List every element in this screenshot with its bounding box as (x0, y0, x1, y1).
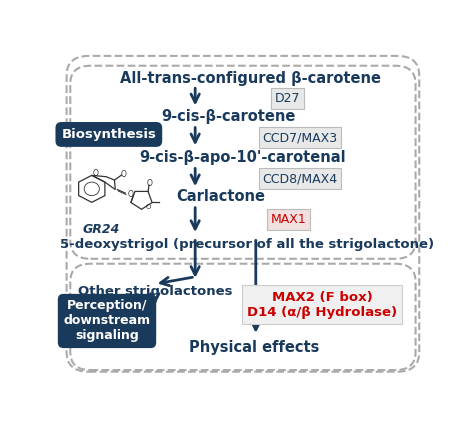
Text: O: O (120, 170, 126, 178)
Text: CCD8/MAX4: CCD8/MAX4 (262, 172, 337, 185)
Text: 5-deoxystrigol (precursor of all the strigolactone): 5-deoxystrigol (precursor of all the str… (60, 238, 434, 251)
Text: Other strigolactones: Other strigolactones (78, 285, 232, 298)
Text: MAX1: MAX1 (271, 213, 307, 226)
Text: O: O (147, 179, 153, 188)
Text: Perception/
downstream
signaling: Perception/ downstream signaling (64, 300, 151, 343)
Text: 9-cis-β-apo-10'-carotenal: 9-cis-β-apo-10'-carotenal (140, 150, 346, 165)
Text: O: O (93, 170, 99, 178)
Text: D27: D27 (274, 92, 300, 105)
Text: Biosynthesis: Biosynthesis (62, 128, 156, 141)
Text: MAX2 (F box)
D14 (α/β Hydrolase): MAX2 (F box) D14 (α/β Hydrolase) (247, 291, 397, 319)
Text: Carlactone: Carlactone (176, 189, 265, 204)
Text: GR24: GR24 (83, 223, 120, 236)
Text: Physical effects: Physical effects (189, 340, 319, 354)
Text: O: O (128, 190, 133, 199)
Text: All-trans-configured β-carotene: All-trans-configured β-carotene (120, 71, 381, 86)
Text: CCD7/MAX3: CCD7/MAX3 (262, 131, 337, 144)
Text: O: O (146, 204, 151, 210)
Text: 9-cis-β-carotene: 9-cis-β-carotene (161, 109, 295, 124)
